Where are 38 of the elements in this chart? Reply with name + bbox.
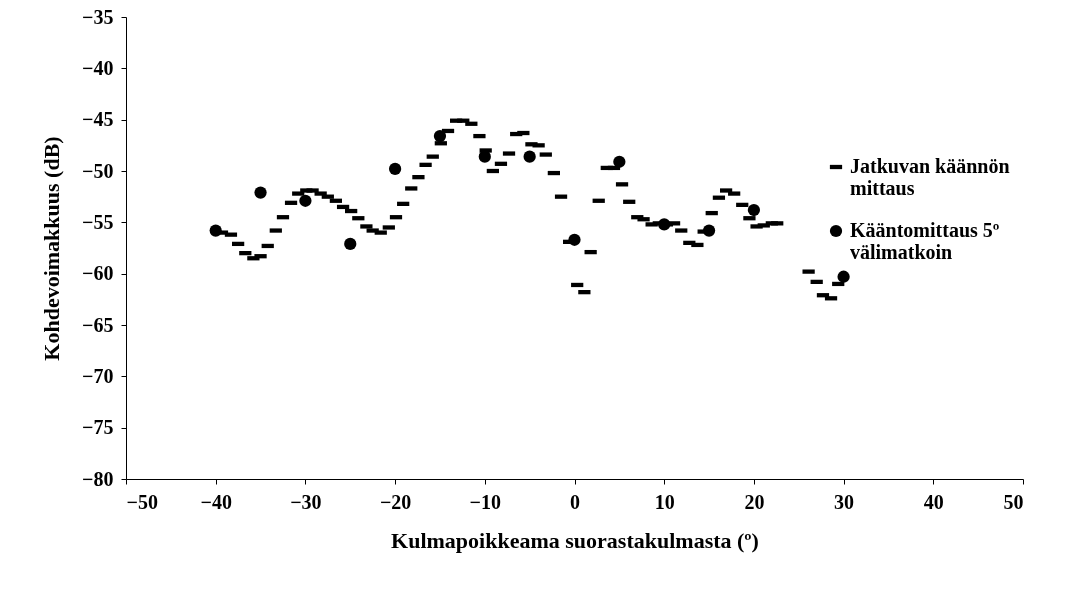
point [299, 194, 312, 207]
point [523, 150, 536, 163]
point [747, 203, 761, 217]
x-tick-label: −50 [126, 490, 158, 513]
y-tick-label: −70 [82, 364, 114, 387]
point [388, 162, 402, 176]
y-tick-label: −55 [82, 210, 114, 233]
point [209, 224, 222, 237]
x-tick-label: 20 [744, 490, 765, 513]
x-tick-label: 50 [1003, 490, 1024, 513]
legend-label: Jatkuvan käännön mittaus [850, 155, 1010, 199]
y-tick-label: −45 [82, 108, 114, 131]
y-tick-label: −60 [82, 262, 114, 285]
x-tick-label: −20 [379, 490, 412, 513]
legend-label: Kääntomittaus 5º välimatkoin [850, 219, 1000, 263]
y-axis-title: Kohdevoimakkuus (dB) [39, 136, 65, 361]
point [658, 218, 671, 231]
x-tick-label: 30 [834, 490, 855, 513]
y-tick-label: −65 [82, 313, 114, 336]
x-tick-label: −40 [200, 490, 232, 513]
x-tick-label: 0 [570, 490, 580, 513]
y-tick-label: −50 [82, 159, 114, 182]
point [702, 224, 716, 237]
y-tick-label: −75 [82, 416, 114, 439]
y-tick-label: −40 [82, 56, 114, 79]
x-tick-label: 10 [654, 490, 675, 513]
x-axis-title: Kulmapoikkeama suorastakulmasta (º) [391, 527, 759, 553]
x-tick-label: −30 [290, 490, 322, 513]
point [344, 237, 357, 251]
y-tick-label: −35 [82, 5, 114, 28]
y-tick-label: −80 [82, 467, 114, 490]
x-tick-label: 40 [923, 490, 944, 513]
point [254, 186, 267, 199]
point [433, 129, 447, 143]
point [837, 270, 850, 283]
point [613, 155, 626, 168]
point [568, 233, 581, 246]
x-tick-label: −10 [469, 490, 501, 513]
